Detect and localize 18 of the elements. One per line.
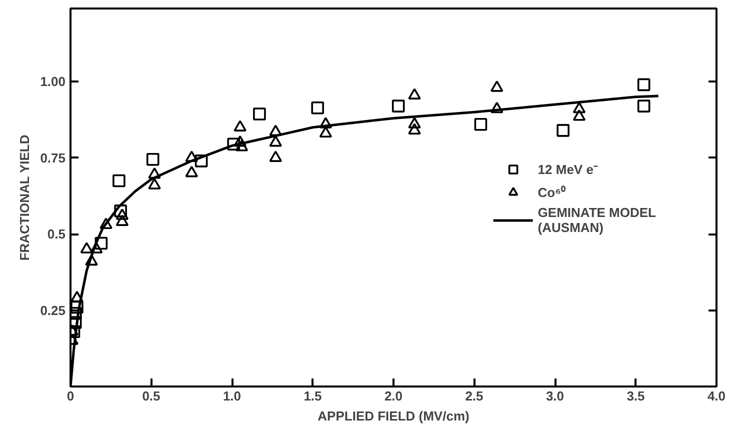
- legend-label: GEMINATE MODEL (AUSMAN): [538, 205, 656, 235]
- y-axis-title: FRACTIONAL YIELD: [17, 134, 32, 261]
- x-tick-label: 4.0: [707, 388, 726, 404]
- x-tick-label: 0: [66, 388, 74, 404]
- x-tick-label: 1.0: [222, 388, 242, 404]
- x-tick-label: 3.0: [546, 388, 564, 404]
- legend-label: Co⁶⁰: [538, 184, 566, 201]
- y-tick-label: 1.00: [40, 74, 66, 90]
- x-tick-label: 1.5: [304, 388, 322, 404]
- y-tick-label: 0.25: [40, 302, 66, 318]
- x-tick-label: 0.5: [142, 388, 160, 404]
- legend-label: 12 MeV e⁻: [538, 161, 598, 178]
- x-axis-title: APPLIED FIELD (MV/cm): [318, 408, 470, 424]
- x-tick-label: 2.0: [384, 388, 403, 404]
- y-tick-label: 0.75: [40, 150, 66, 166]
- y-tick-label: 0.5: [47, 226, 66, 242]
- x-tick-label: 3.5: [626, 388, 645, 404]
- x-tick-label: 2.5: [465, 388, 484, 404]
